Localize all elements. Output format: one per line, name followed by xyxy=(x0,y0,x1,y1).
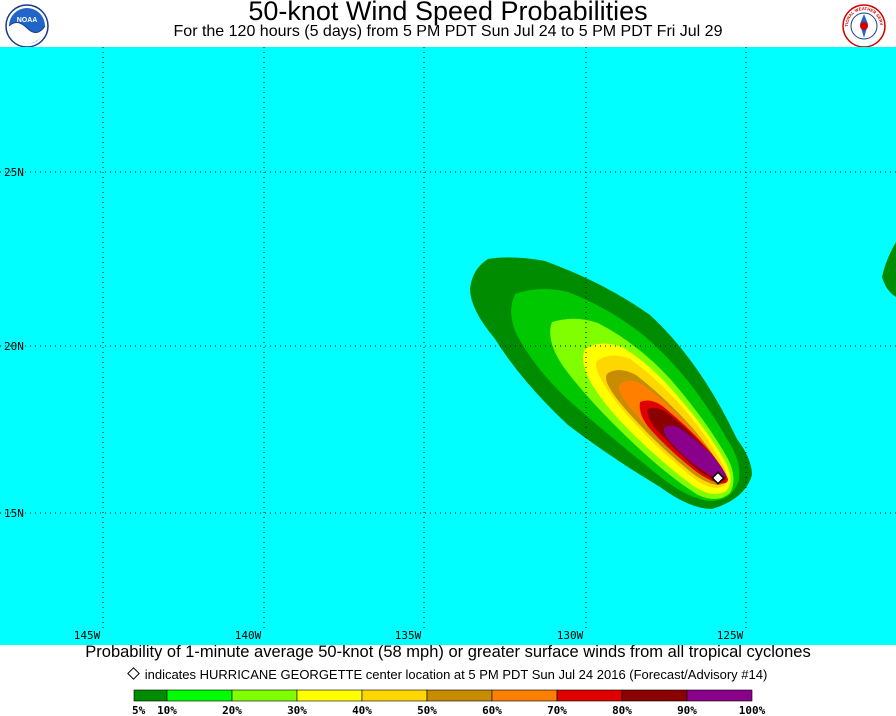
colorbar-label-60pct: 60% xyxy=(482,704,502,716)
colorbar-swatch-80pct xyxy=(621,689,688,702)
lon-label-135w: 135W xyxy=(395,629,422,642)
colorbar-swatch-30pct xyxy=(296,689,363,702)
colorbar-label-20pct: 20% xyxy=(222,704,242,716)
map-subtitle: For the 120 hours (5 days) from 5 PM PDT… xyxy=(173,23,723,40)
colorbar-swatch-70pct xyxy=(556,689,623,702)
diamond-icon xyxy=(126,667,140,680)
ocean-background xyxy=(0,47,896,645)
lat-label-15n: 15N xyxy=(4,507,24,520)
lon-label-125w: 125W xyxy=(717,629,744,642)
map-title: 50-knot Wind Speed Probabilities xyxy=(248,0,648,26)
nws-logo-icon: NATIONAL WEATHER SERVICE xyxy=(842,4,886,48)
lon-label-130w: 130W xyxy=(557,629,584,642)
legend-note-text: indicates HURRICANE GEORGETTE center loc… xyxy=(144,667,768,682)
colorbar-label-30pct: 30% xyxy=(287,704,307,716)
colorbar-label-5pct: 5% xyxy=(132,704,146,716)
lat-label-25n: 25N xyxy=(4,166,24,179)
colorbar-labels: 5% 10% 20% 30% 40% 50% 60% 70% 80% 90% 100% xyxy=(132,704,766,716)
probability-contours xyxy=(470,242,896,509)
colorbar-label-100pct: 100% xyxy=(739,704,766,716)
longitude-labels: 145W 140W 135W 130W 125W xyxy=(74,629,744,642)
colorbar-label-50pct: 50% xyxy=(417,704,437,716)
colorbar-swatch-90pct xyxy=(686,689,753,702)
lat-label-20n: 20N xyxy=(4,340,24,353)
map-caption: Probability of 1-minute average 50-knot … xyxy=(85,643,811,661)
colorbar-label-90pct: 90% xyxy=(677,704,697,716)
colorbar-label-80pct: 80% xyxy=(612,704,632,716)
diamond-icon xyxy=(711,471,725,485)
lon-label-140w: 140W xyxy=(235,629,262,642)
colorbar-swatch-50pct xyxy=(426,689,493,702)
grid-lines xyxy=(0,47,896,629)
latitude-labels: 25N 20N 15N xyxy=(4,166,24,520)
probability-colorbar: 5% 10% 20% 30% 40% 50% 60% 70% 80% 90% 100% xyxy=(132,689,766,716)
noaa-logo-icon: NOAA xyxy=(5,4,49,48)
colorbar-swatch-10pct xyxy=(166,689,233,702)
contour-east-edge xyxy=(882,242,896,297)
colorbar-label-10pct: 10% xyxy=(157,704,177,716)
contour-90pct xyxy=(664,425,726,479)
legend-note: indicates HURRICANE GEORGETTE center loc… xyxy=(0,667,896,683)
probability-map: 25N 20N 15N 145W 140W 135W 130W 125W xyxy=(0,47,896,645)
colorbar-swatch-20pct xyxy=(231,689,298,702)
colorbar-swatches xyxy=(133,689,753,702)
colorbar-swatch-60pct xyxy=(491,689,558,702)
colorbar-label-70pct: 70% xyxy=(547,704,567,716)
noaa-logo-text: NOAA xyxy=(17,17,38,24)
colorbar-swatch-40pct xyxy=(361,689,428,702)
colorbar-swatch-5pct xyxy=(133,689,168,702)
colorbar-label-40pct: 40% xyxy=(352,704,372,716)
storm-center-marker xyxy=(711,471,725,485)
lon-label-145w: 145W xyxy=(74,629,101,642)
